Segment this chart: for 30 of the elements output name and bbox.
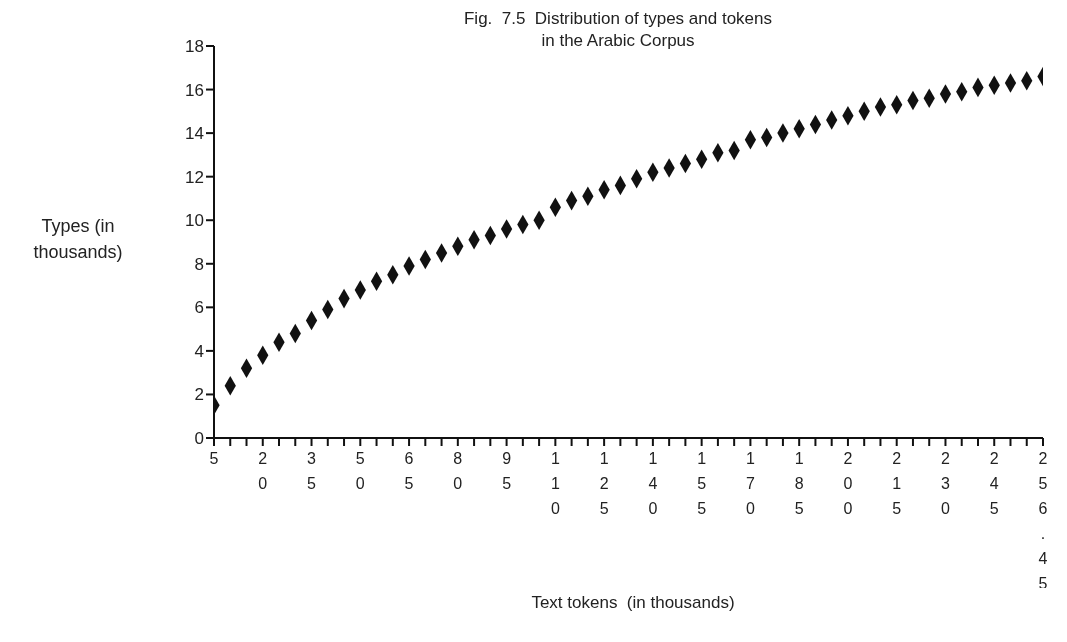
x-tick-label: 35 [307, 450, 317, 492]
y-tick-label: 2 [194, 385, 204, 405]
x-tick-label: 80 [453, 450, 463, 492]
x-tick-label: 140 [648, 450, 658, 517]
x-axis-title: Text tokens (in thousands) [530, 593, 736, 613]
y-tick-label: 6 [194, 298, 204, 318]
x-tick-label: 20 [258, 450, 268, 492]
x-tick-label: 65 [404, 450, 414, 492]
x-tick-label: 50 [355, 450, 365, 492]
x-tick-label: 185 [794, 450, 804, 517]
y-tick-label: 4 [194, 341, 204, 361]
x-tick-label: 125 [599, 450, 609, 517]
x-tick-label: 245 [989, 450, 999, 517]
x-tick-label: 170 [745, 450, 755, 517]
y-tick-label: 12 [185, 167, 204, 187]
y-tick-label: 8 [194, 254, 204, 274]
x-tick-label: 230 [941, 450, 951, 517]
chart-title: Fig. 7.5 Distribution of types and tokens in the Arabic Corpus [462, 8, 774, 52]
x-tick-label: 155 [697, 450, 707, 517]
x-tick-label: 215 [892, 450, 902, 517]
y-tick-label: 14 [185, 124, 204, 144]
y-axis-title: Types (in thousands) [32, 215, 124, 264]
x-tick-label: 110 [550, 450, 560, 517]
y-tick-label: 18 [185, 37, 204, 57]
x-tick-label: 5 [209, 450, 219, 467]
x-tick-label: 95 [502, 450, 512, 492]
x-tick-label: 200 [843, 450, 853, 517]
y-tick-label: 0 [194, 429, 204, 449]
y-tick-label: 10 [185, 211, 204, 231]
y-tick-label: 16 [185, 80, 204, 100]
